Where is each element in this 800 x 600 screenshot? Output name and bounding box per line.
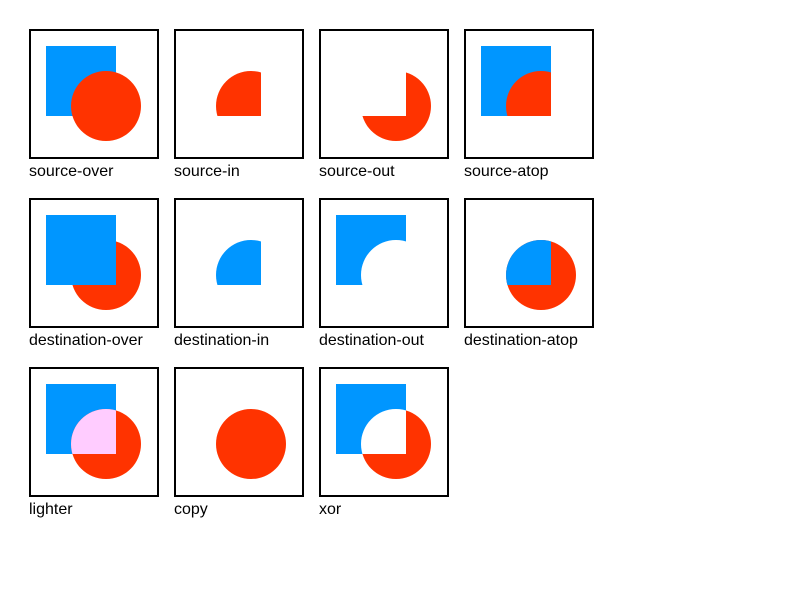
blue-square-clipped [216,240,261,285]
mode-label: destination-in [174,332,270,349]
mode-label: source-out [319,163,395,180]
mode-label: source-atop [464,163,549,180]
canvas-frame [174,367,304,497]
canvas-frame [464,198,594,328]
destination-atop-illustration [506,240,576,310]
mode-label: source-over [29,163,114,180]
composite-operations-grid: source-over source-in [29,29,609,529]
destination-in-illustration [216,240,261,285]
example-destination-over: destination-over [29,198,174,367]
blue-square [46,215,116,285]
copy-illustration [216,409,286,479]
canvas-frame [174,29,304,159]
canvas-frame [319,367,449,497]
mode-label: source-in [174,163,240,180]
red-circle-clipped [506,71,551,116]
example-destination-atop: destination-atop [464,198,609,367]
example-source-in: source-in [174,29,319,198]
canvas-frame [319,198,449,328]
canvas-frame [464,29,594,159]
example-source-atop: source-atop [464,29,609,198]
canvas-frame [319,29,449,159]
example-lighter: lighter [29,367,174,536]
mode-label: destination-atop [464,332,578,349]
xor-illustration [336,384,431,479]
blue-square-outside [336,215,406,285]
mode-label: destination-over [29,332,143,349]
example-destination-out: destination-out [319,198,464,367]
source-in-illustration [216,71,261,116]
red-circle-outside [361,409,431,479]
mode-label: lighter [29,501,73,518]
source-out-illustration [361,71,431,141]
red-circle-clipped [216,71,261,116]
example-destination-in: destination-in [174,198,319,367]
example-source-over: source-over [29,29,174,198]
example-copy: copy [174,367,319,536]
mode-label: xor [319,501,342,518]
red-circle-outside [361,71,431,141]
destination-over-illustration [46,215,141,310]
canvas-frame [29,367,159,497]
example-source-out: source-out [319,29,464,198]
mode-label: destination-out [319,332,424,349]
mode-label: copy [174,501,208,518]
example-xor: xor [319,367,464,536]
red-circle [216,409,286,479]
canvas-frame [29,198,159,328]
source-atop-illustration [481,46,551,116]
destination-out-illustration [336,215,406,285]
red-circle [71,71,141,141]
lighter-overlap [71,409,116,454]
canvas-frame [29,29,159,159]
source-over-illustration [46,46,141,141]
canvas-frame [174,198,304,328]
blue-square-clipped [506,240,551,285]
lighter-illustration [46,384,141,479]
